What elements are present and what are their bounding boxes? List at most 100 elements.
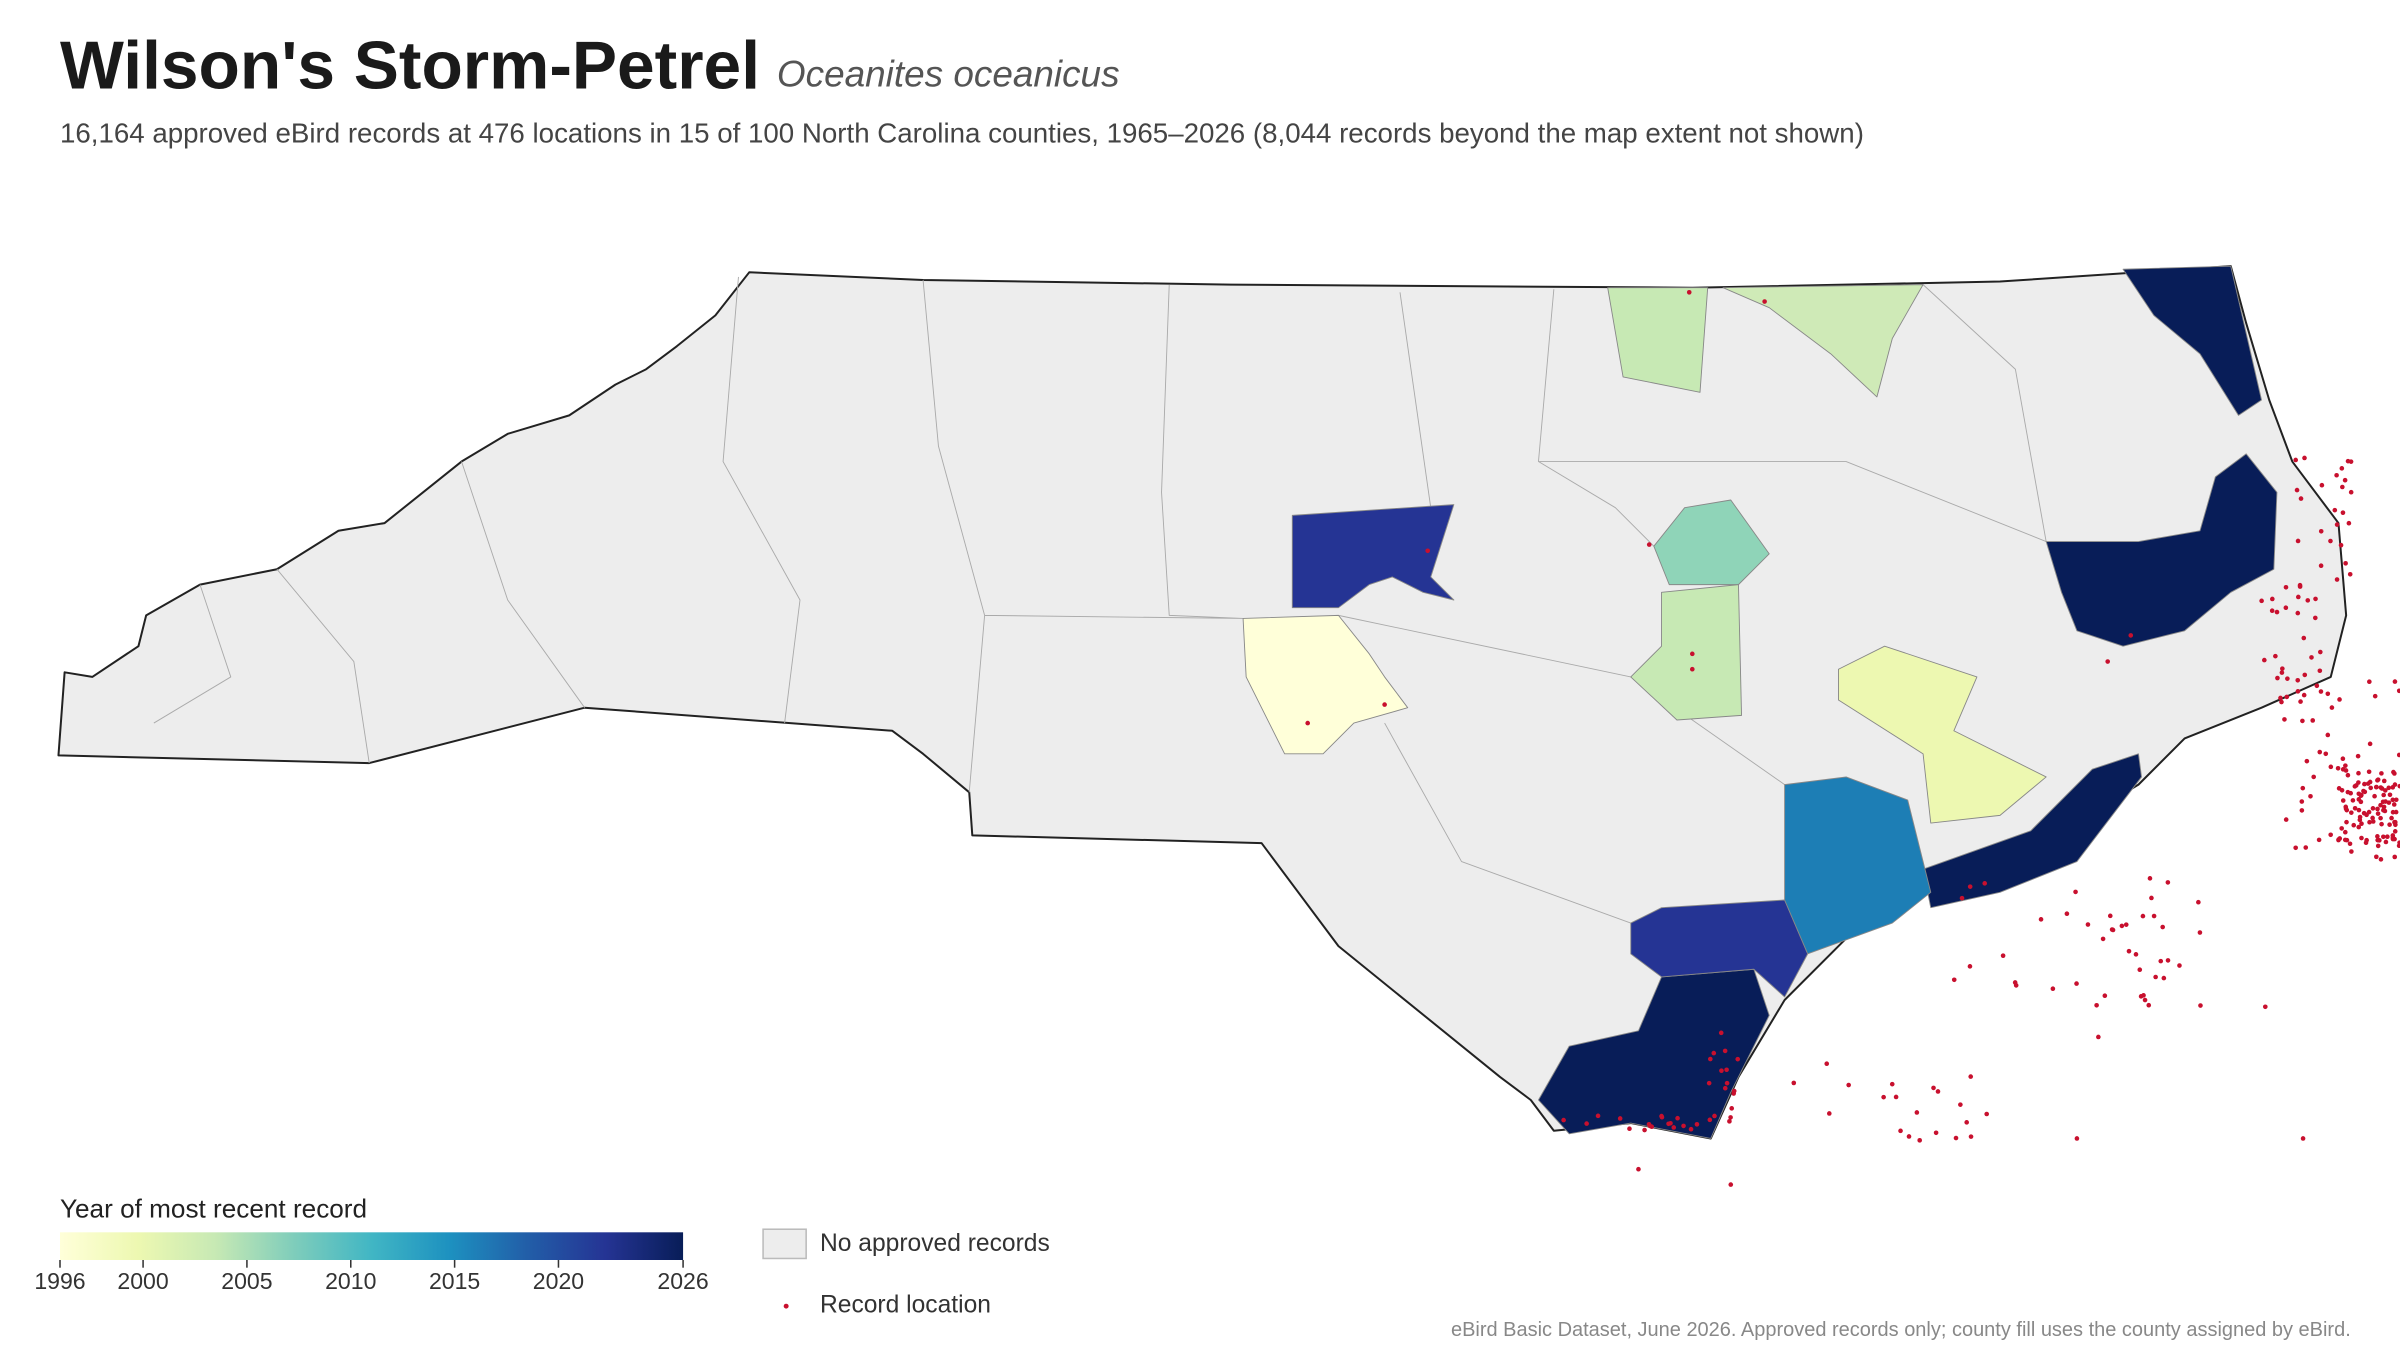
record-dot bbox=[2278, 695, 2283, 701]
record-dot bbox=[2296, 594, 2301, 600]
record-dot bbox=[1967, 884, 1973, 889]
record-dot bbox=[2269, 608, 2275, 614]
record-dot bbox=[2337, 836, 2343, 841]
state-outline bbox=[57, 265, 2348, 1140]
record-dot bbox=[2342, 837, 2348, 843]
title: Wilson's Storm-Petrel bbox=[60, 29, 760, 104]
record-dot bbox=[1951, 977, 1957, 983]
record-dot bbox=[2328, 832, 2333, 838]
record-dot bbox=[2318, 528, 2324, 534]
record-dot bbox=[2375, 843, 2381, 849]
record-dot bbox=[2126, 948, 2132, 954]
record-dot bbox=[2279, 699, 2284, 705]
record-dot bbox=[2302, 672, 2308, 678]
record-dot bbox=[2064, 911, 2070, 917]
record-dot bbox=[1722, 1048, 1728, 1054]
record-dot bbox=[2392, 679, 2398, 684]
colorbar-tick-label: 2005 bbox=[221, 1268, 272, 1294]
record-dot bbox=[2359, 835, 2364, 841]
record-dot bbox=[2356, 791, 2362, 797]
record-dot bbox=[2372, 793, 2377, 799]
record-dot bbox=[2381, 792, 2386, 798]
legend-label: No approved records bbox=[820, 1230, 1050, 1257]
colorbar-title: Year of most recent record bbox=[60, 1194, 367, 1224]
colorbar-tick-label: 2026 bbox=[657, 1268, 708, 1294]
record-dot bbox=[2196, 899, 2201, 905]
record-dot bbox=[2392, 782, 2398, 787]
record-dot bbox=[2367, 679, 2372, 685]
record-dot bbox=[2347, 571, 2353, 577]
record-dot bbox=[1712, 1113, 1717, 1119]
record-dot bbox=[2137, 967, 2143, 973]
county bbox=[1607, 287, 1709, 393]
record-dot bbox=[2378, 802, 2383, 808]
record-dot bbox=[1933, 1130, 1939, 1136]
record-dot bbox=[1729, 1106, 1735, 1111]
record-dot bbox=[1711, 1050, 1717, 1056]
record-dot bbox=[1584, 1121, 1589, 1126]
record-dot bbox=[2336, 786, 2342, 791]
record-dot bbox=[2109, 927, 2115, 932]
county bbox=[1291, 504, 1455, 609]
record-dot bbox=[2300, 718, 2305, 724]
record-dot bbox=[2340, 756, 2346, 762]
record-dot bbox=[1707, 1117, 1713, 1123]
record-dot bbox=[1728, 1115, 1733, 1120]
footer: eBird Basic Dataset, June 2026. Approved… bbox=[1451, 1319, 2351, 1341]
record-dot bbox=[2295, 677, 2301, 683]
record-dot bbox=[2379, 821, 2384, 827]
record-dot bbox=[2295, 610, 2301, 616]
record-dot bbox=[2160, 924, 2165, 930]
counties-with-records bbox=[1242, 265, 2278, 1139]
record-dot bbox=[2361, 788, 2366, 794]
record-dot bbox=[2356, 797, 2362, 802]
record-dot bbox=[2378, 815, 2383, 821]
record-dot bbox=[2294, 487, 2300, 493]
record-dot bbox=[2365, 781, 2371, 786]
record-dot bbox=[2273, 653, 2278, 659]
record-dot bbox=[1617, 1116, 1623, 1121]
record-dot bbox=[2375, 837, 2380, 843]
record-dot bbox=[2390, 797, 2396, 803]
record-dot bbox=[1968, 1074, 1974, 1079]
record-dot bbox=[2349, 810, 2354, 815]
record-dot bbox=[2346, 520, 2352, 526]
record-dot bbox=[2370, 815, 2375, 821]
record-dot bbox=[1636, 1166, 1641, 1172]
record-dot bbox=[2339, 826, 2344, 831]
record-dot bbox=[2293, 845, 2298, 851]
record-dot bbox=[2303, 845, 2309, 850]
record-dot bbox=[1425, 548, 1430, 554]
record-dot bbox=[1719, 1068, 1724, 1073]
record-dot bbox=[2393, 797, 2399, 803]
record-dot bbox=[2352, 805, 2358, 811]
record-dot bbox=[1931, 1085, 1936, 1091]
record-dot bbox=[1824, 1061, 1830, 1067]
record-dot bbox=[2368, 785, 2374, 791]
record-dot bbox=[2396, 688, 2400, 694]
record-dot bbox=[2304, 758, 2310, 764]
record-dot bbox=[2356, 780, 2361, 785]
county bbox=[2045, 453, 2278, 647]
record-dot bbox=[2305, 598, 2311, 603]
record-dot bbox=[2381, 804, 2387, 810]
record-dot bbox=[2375, 777, 2381, 782]
record-dot bbox=[2385, 834, 2390, 840]
record-dot bbox=[2375, 806, 2380, 812]
record-dot bbox=[1724, 1067, 1729, 1073]
record-dot bbox=[2096, 1034, 2101, 1040]
record-dot bbox=[2102, 993, 2108, 999]
record-dot bbox=[1889, 1081, 1895, 1087]
record-dot bbox=[2284, 694, 2290, 700]
record-dot bbox=[2328, 538, 2333, 544]
record-dot bbox=[2138, 994, 2144, 999]
record-dot bbox=[1382, 702, 1387, 707]
colorbar-tick-label: 1996 bbox=[34, 1268, 85, 1294]
record-dot bbox=[2366, 769, 2372, 775]
record-dot bbox=[1968, 1134, 1974, 1139]
record-dot bbox=[2357, 817, 2363, 823]
colorbar-tick-label: 2010 bbox=[325, 1268, 376, 1294]
record-dot bbox=[1686, 290, 1692, 295]
record-dot bbox=[2275, 675, 2280, 681]
